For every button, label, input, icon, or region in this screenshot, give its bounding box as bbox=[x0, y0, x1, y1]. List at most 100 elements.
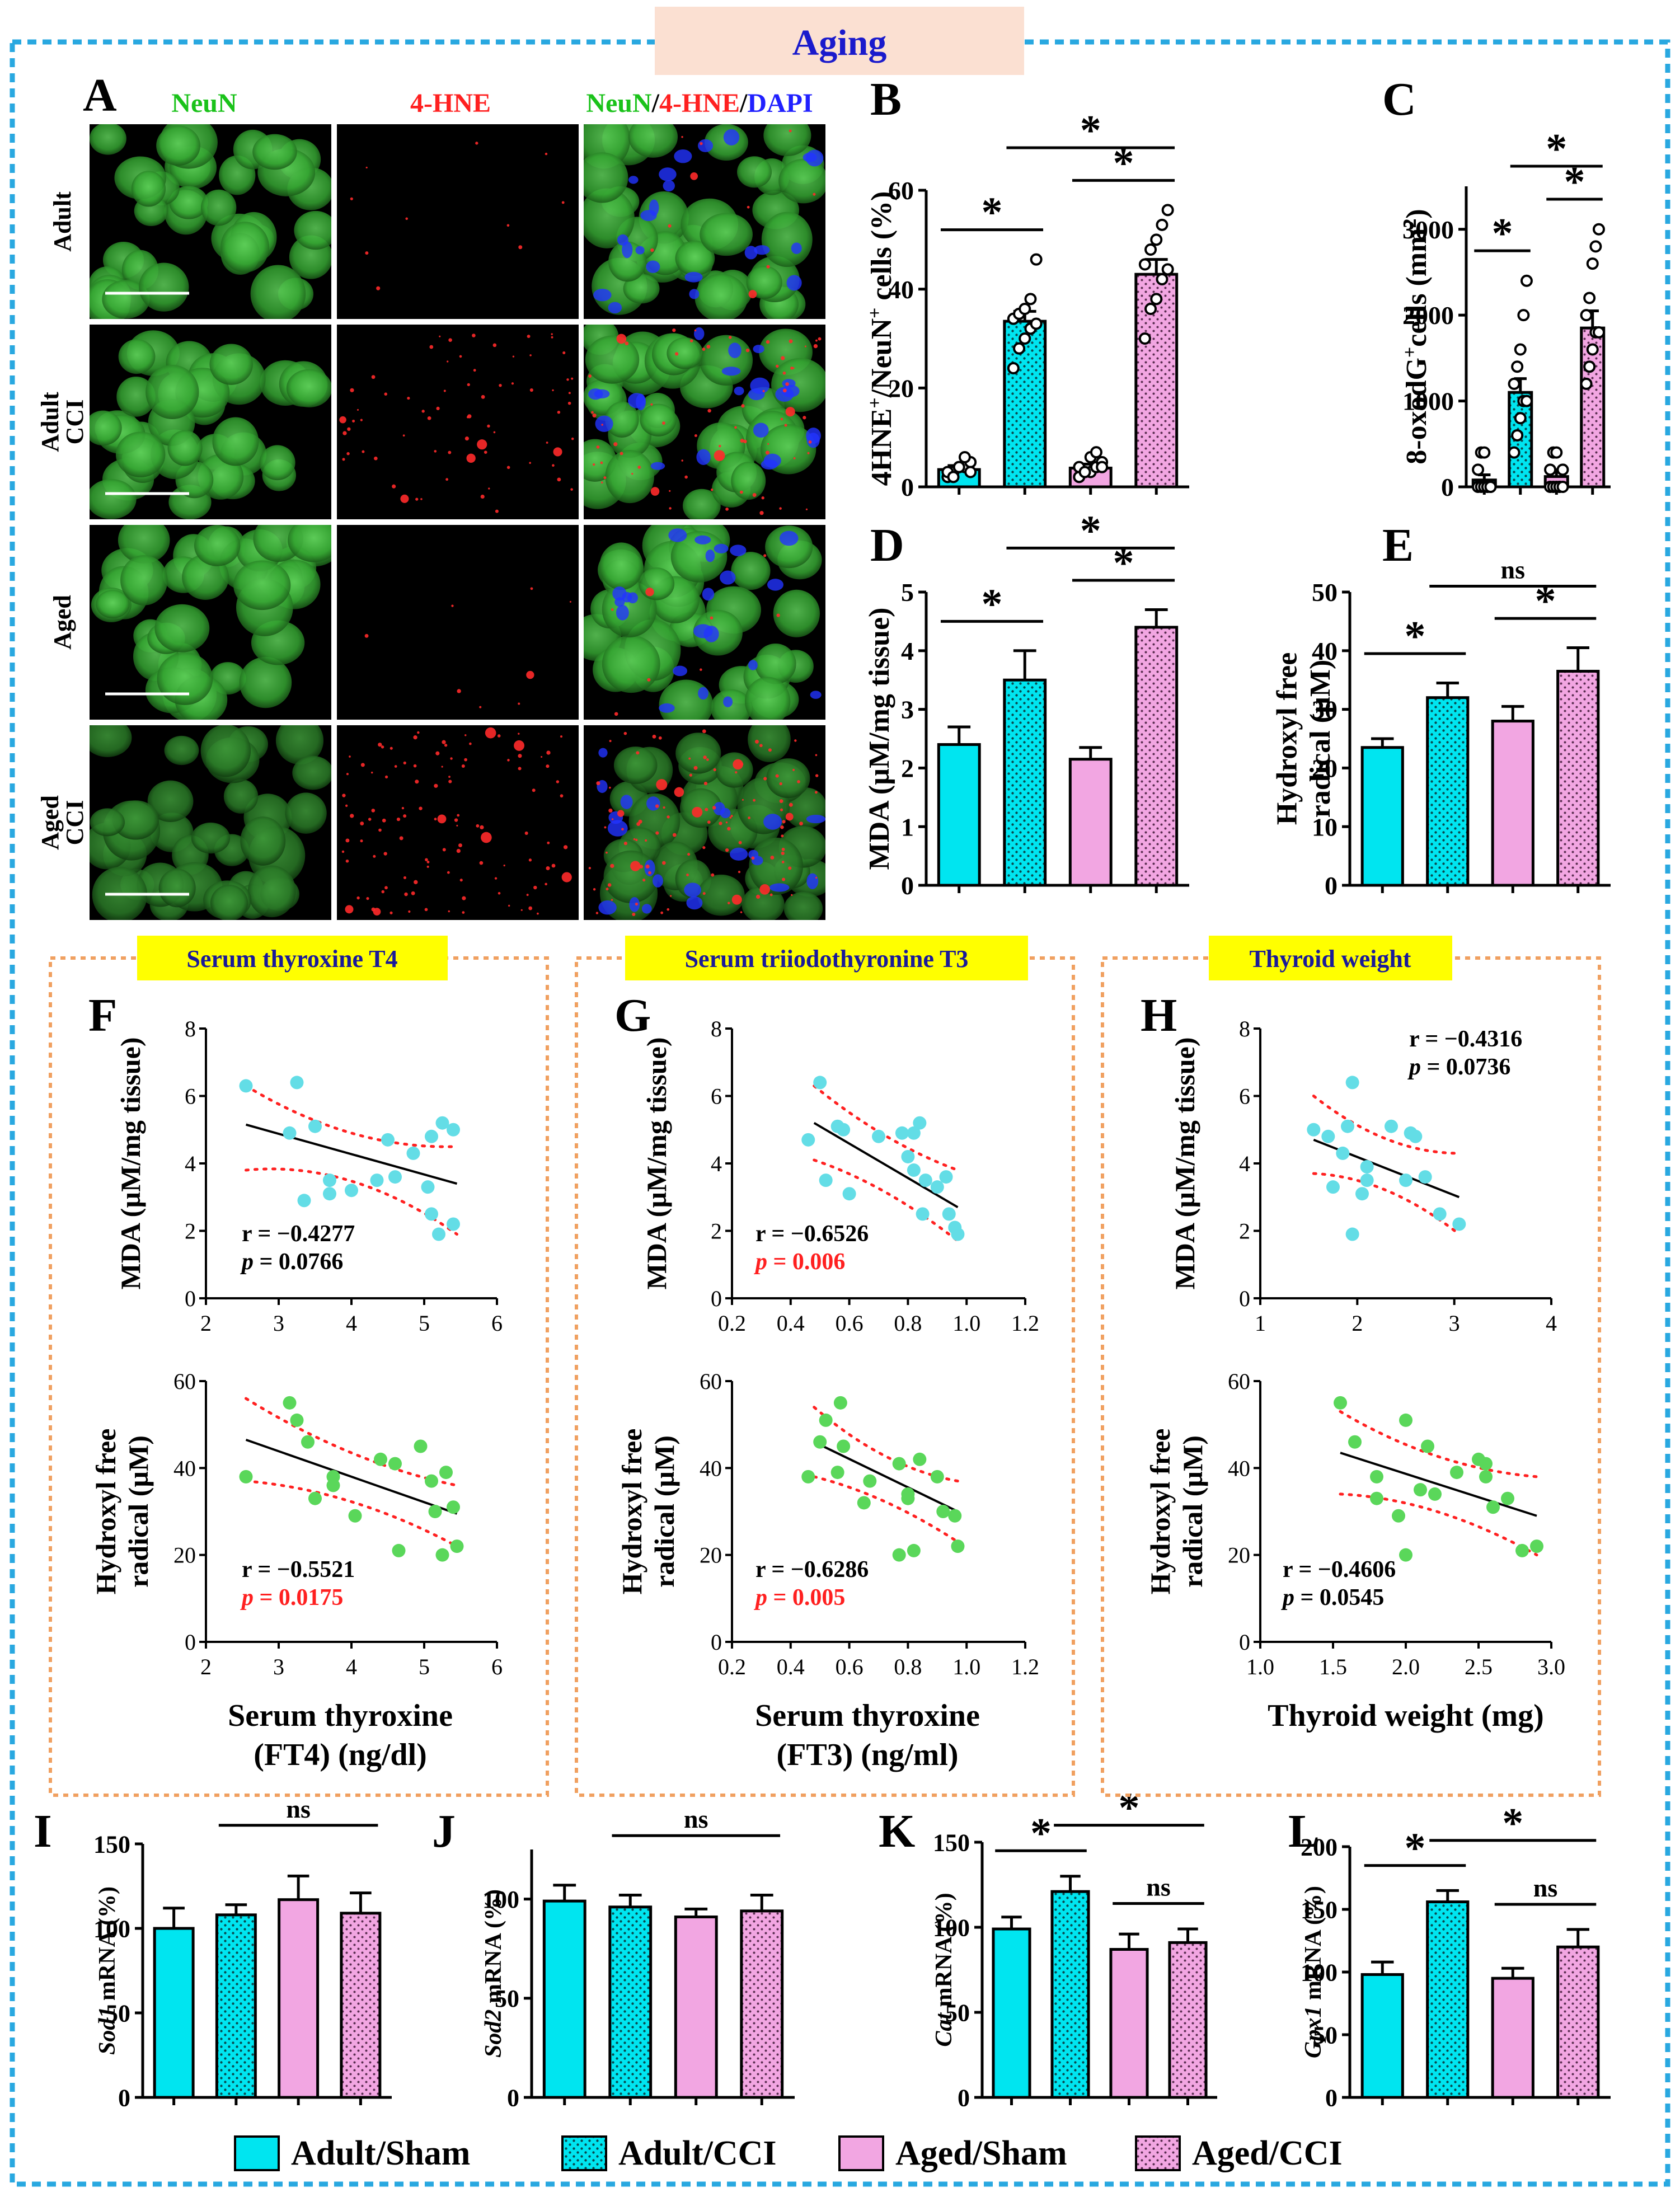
neuron-cell bbox=[694, 274, 748, 319]
hne-dot bbox=[551, 333, 553, 335]
data-point bbox=[1348, 1435, 1362, 1449]
data-point bbox=[1399, 1173, 1412, 1187]
hne-dot bbox=[738, 870, 741, 874]
hne-dot bbox=[469, 742, 472, 745]
y-tick-label: 2 bbox=[711, 1219, 722, 1244]
neuron-cell bbox=[169, 186, 208, 219]
hne-dot bbox=[342, 458, 345, 461]
hne-dot bbox=[339, 416, 346, 424]
hne-dot bbox=[766, 340, 770, 344]
hne-dot bbox=[609, 740, 612, 743]
data-point bbox=[1592, 223, 1605, 236]
data-point bbox=[1161, 204, 1174, 217]
hne-dot bbox=[769, 893, 773, 896]
y-tick-label: 150 bbox=[933, 1829, 970, 1856]
y-axis-label-line: Hydroxyl free bbox=[616, 1429, 647, 1595]
data-point bbox=[301, 1435, 315, 1449]
data-point bbox=[345, 1184, 358, 1198]
hne-dot bbox=[383, 852, 387, 856]
micrograph-aged-col3 bbox=[584, 525, 825, 720]
data-point bbox=[801, 1133, 815, 1147]
hne-dot bbox=[456, 848, 461, 853]
x-tick-label: 0.8 bbox=[894, 1654, 922, 1679]
y-tick-label: 20 bbox=[1228, 1543, 1250, 1568]
p-symbol: p bbox=[1281, 1585, 1294, 1611]
hne-dot bbox=[529, 462, 531, 464]
data-point bbox=[1345, 1076, 1359, 1090]
neuron-cell bbox=[96, 590, 130, 618]
neuron-cell bbox=[275, 725, 324, 765]
y-axis-label-part: + bbox=[865, 308, 885, 318]
y-tick-label: 0 bbox=[1325, 871, 1338, 900]
x-tick-label: 5 bbox=[419, 1311, 430, 1336]
hne-dot bbox=[533, 885, 537, 890]
p-value: = 0.005 bbox=[767, 1585, 845, 1611]
neuron-cell bbox=[715, 752, 753, 788]
data-point bbox=[842, 1187, 856, 1201]
dapi-nucleus bbox=[686, 896, 703, 910]
hne-dot bbox=[396, 817, 401, 821]
y-tick-label: 50 bbox=[1312, 578, 1338, 607]
data-point bbox=[947, 471, 960, 483]
dapi-nucleus bbox=[786, 275, 802, 291]
neuron-cell bbox=[761, 212, 813, 267]
data-point bbox=[1007, 362, 1020, 374]
p-symbol: p bbox=[754, 1249, 767, 1275]
data-point bbox=[1580, 309, 1593, 322]
merged-sep-1: / bbox=[651, 88, 660, 118]
hne-dot bbox=[552, 389, 554, 392]
hne-dot bbox=[623, 731, 627, 735]
hne-dot bbox=[346, 773, 349, 776]
row-label-adult: Adult bbox=[49, 191, 76, 252]
data-point bbox=[1550, 446, 1563, 459]
dapi-nucleus bbox=[730, 544, 747, 556]
hne-dot bbox=[442, 848, 446, 852]
y-tick-label: 20 bbox=[173, 1543, 196, 1568]
neuron-cell bbox=[667, 337, 703, 369]
hne-dot bbox=[658, 736, 662, 740]
data-point bbox=[1156, 273, 1169, 285]
group-title-box-t3 bbox=[625, 936, 1028, 980]
hne-dot bbox=[492, 343, 497, 348]
neuron-cell bbox=[613, 747, 658, 784]
chart-panel-h2: 0 20 40 60 1.0 1.5 2.0 2.5 3.0 Hydroxyl freeradic… bbox=[1144, 1369, 1565, 1733]
regression-line bbox=[813, 1440, 959, 1513]
hne-dot bbox=[782, 877, 786, 881]
hne-dot bbox=[392, 484, 396, 489]
panel-letter: B bbox=[870, 73, 902, 125]
data-point bbox=[901, 1149, 915, 1163]
hne-dot bbox=[780, 808, 783, 811]
dapi-nucleus bbox=[598, 748, 608, 758]
hne-dot bbox=[630, 861, 641, 871]
hne-dot bbox=[763, 777, 767, 781]
hne-dot bbox=[725, 507, 729, 511]
hne-dot bbox=[702, 846, 706, 849]
neuron-cell bbox=[749, 837, 804, 895]
y-tick-label: 6 bbox=[711, 1084, 722, 1109]
data-point bbox=[323, 1173, 336, 1187]
significance-label: * bbox=[1535, 578, 1556, 625]
hne-dot bbox=[569, 600, 571, 603]
dapi-nucleus bbox=[628, 393, 646, 409]
hne-dot bbox=[434, 450, 437, 453]
data-point bbox=[1150, 233, 1163, 246]
group-title-box-weight bbox=[1209, 936, 1452, 980]
y-tick-label: 8 bbox=[711, 1016, 722, 1041]
hne-dot bbox=[648, 871, 651, 875]
hne-dot bbox=[546, 442, 548, 444]
hne-dot bbox=[596, 445, 600, 449]
dapi-nucleus bbox=[753, 422, 769, 438]
correlation-p: p = 0.005 bbox=[754, 1585, 845, 1611]
data-point bbox=[813, 1435, 827, 1449]
micrograph-content bbox=[90, 330, 331, 519]
dapi-nucleus bbox=[689, 289, 700, 299]
panel-letter: E bbox=[1382, 519, 1414, 571]
bar bbox=[937, 743, 981, 887]
hne-dot bbox=[518, 754, 522, 758]
dapi-nucleus bbox=[607, 820, 628, 837]
hne-dot bbox=[687, 853, 691, 856]
dapi-nucleus bbox=[767, 579, 783, 591]
